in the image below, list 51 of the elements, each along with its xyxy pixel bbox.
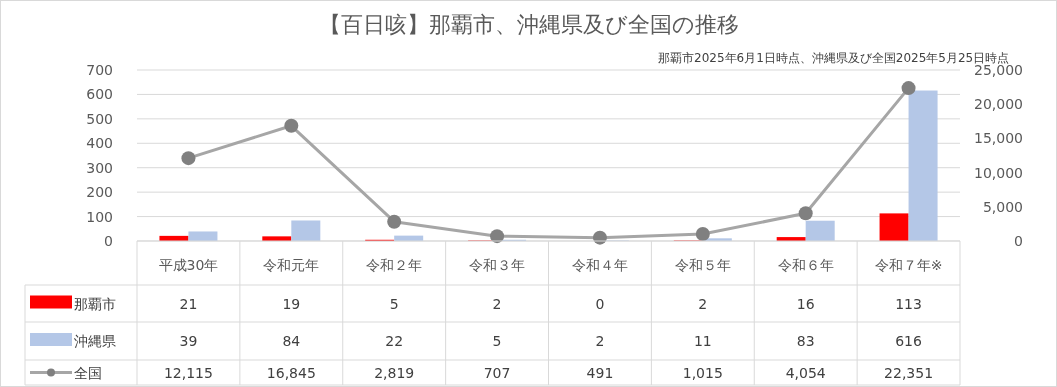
x-tick-label: 令和２年	[366, 257, 423, 273]
y-tick-label: 300	[86, 159, 113, 176]
y2-tick-label: 0	[1014, 233, 1023, 249]
y-tick-label: 400	[86, 135, 113, 152]
data-label: 2	[492, 295, 502, 312]
data-label: 83	[796, 333, 815, 349]
x-tick-label: 令和７年※	[874, 257, 943, 273]
y-tick-label: 100	[86, 208, 113, 225]
data-label: 16	[796, 295, 815, 312]
y-tick-label: 700	[86, 62, 113, 78]
data-label: 11	[693, 333, 712, 349]
chart-title: 【百日咳】那覇市、沖縄県及び全国の推移	[318, 12, 739, 37]
data-label: 16,845	[266, 364, 316, 381]
data-label: 113	[895, 295, 922, 312]
data-label: 4,054	[785, 364, 826, 381]
data-label: 491	[586, 364, 614, 381]
data-label: 5	[492, 333, 502, 349]
data-label: 21	[179, 295, 198, 312]
data-label: 19	[282, 295, 301, 312]
data-label: 2	[698, 295, 708, 312]
x-tick-label: 令和５年	[674, 257, 731, 273]
data-label: 12,115	[163, 364, 213, 381]
legend-label: 全国	[74, 364, 102, 381]
data-label: 5	[389, 295, 399, 312]
x-tick-label: 令和４年	[571, 257, 628, 273]
y2-tick-label: 5,000	[982, 198, 1023, 215]
data-label: 1,015	[682, 364, 723, 381]
data-label: 616	[895, 333, 923, 349]
data-label: 22,351	[884, 364, 934, 381]
x-tick-label: 令和６年	[777, 257, 834, 273]
x-tick-label: 令和元年	[263, 257, 320, 273]
y-tick-label: 600	[86, 86, 113, 103]
data-label: 707	[483, 364, 511, 381]
data-label: 2,819	[374, 364, 415, 381]
y2-tick-label: 10,000	[974, 164, 1023, 181]
data-label: 2	[595, 333, 605, 349]
y2-tick-label: 25,000	[974, 62, 1023, 78]
legend-label: 那覇市	[74, 295, 116, 312]
y-tick-label: 0	[104, 233, 113, 249]
legend-label: 沖縄県	[74, 333, 116, 349]
x-tick-label: 平成30年	[158, 257, 219, 273]
data-label: 39	[179, 333, 198, 349]
data-label: 0	[595, 295, 605, 312]
y-tick-label: 500	[86, 110, 113, 127]
y2-tick-label: 15,000	[974, 130, 1023, 147]
y-tick-label: 200	[86, 184, 113, 201]
chart-subtitle: 那覇市2025年6月1日時点、沖縄県及び全国2025年5月25日時点	[658, 51, 1010, 65]
data-label: 84	[282, 333, 301, 349]
data-label: 22	[385, 333, 404, 349]
y2-tick-label: 20,000	[974, 96, 1023, 113]
x-tick-label: 令和３年	[469, 257, 526, 273]
